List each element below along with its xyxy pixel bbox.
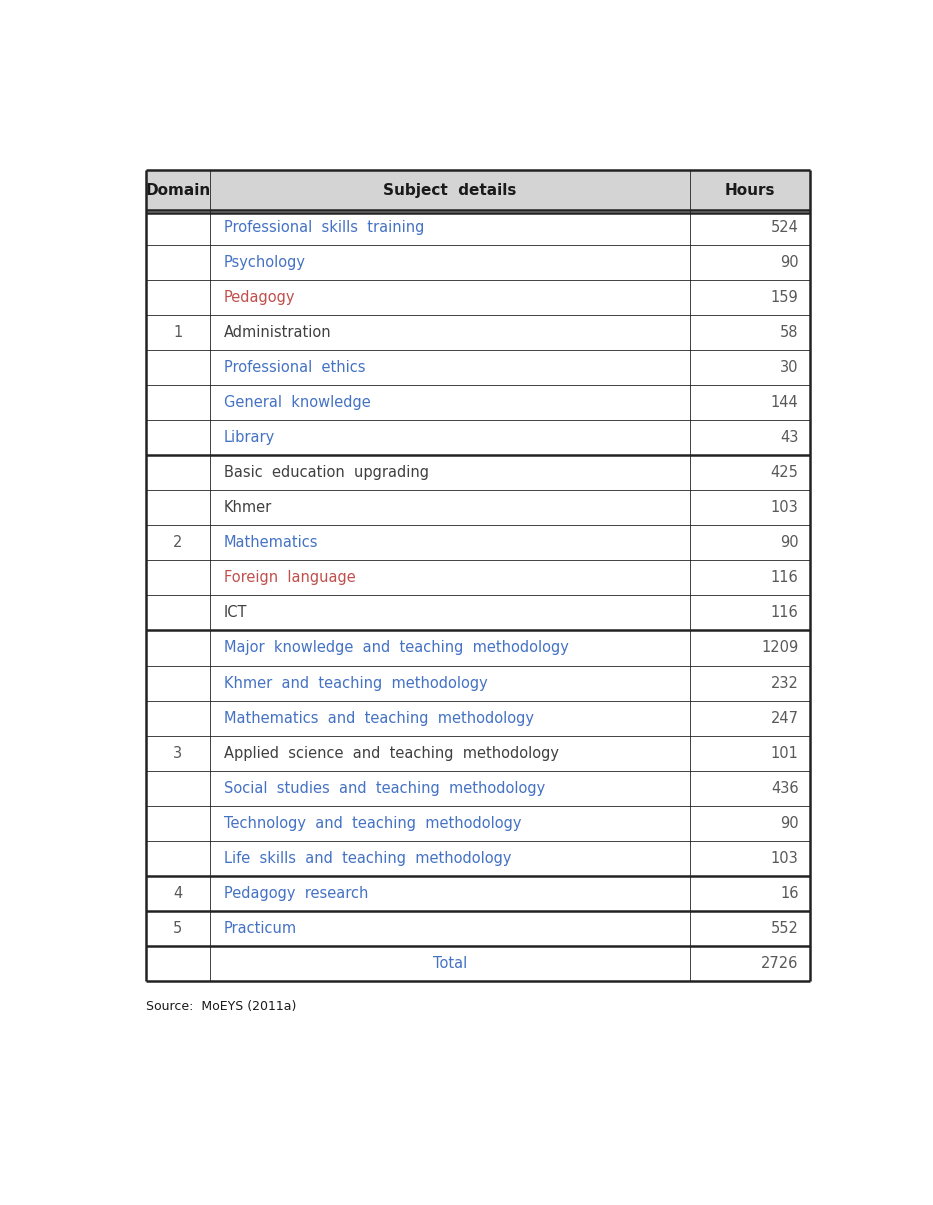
- Text: 144: 144: [771, 395, 799, 410]
- Text: 1209: 1209: [761, 641, 799, 656]
- Text: Mathematics: Mathematics: [224, 535, 318, 551]
- Text: 159: 159: [771, 290, 799, 305]
- Text: 90: 90: [780, 816, 799, 830]
- Text: Psychology: Psychology: [224, 255, 306, 270]
- Text: Administration: Administration: [224, 325, 331, 340]
- Text: 5: 5: [174, 921, 183, 936]
- Text: 90: 90: [780, 255, 799, 270]
- Text: Total: Total: [433, 956, 467, 971]
- Text: 436: 436: [771, 781, 799, 795]
- Text: Khmer: Khmer: [224, 500, 272, 516]
- Text: 2726: 2726: [761, 956, 799, 971]
- Text: 425: 425: [771, 465, 799, 481]
- Text: 16: 16: [780, 886, 799, 900]
- Text: Major  knowledge  and  teaching  methodology: Major knowledge and teaching methodology: [224, 641, 568, 656]
- Text: Source:  MoEYS (2011a): Source: MoEYS (2011a): [146, 1000, 297, 1013]
- Text: ICT: ICT: [224, 605, 247, 621]
- Text: Social  studies  and  teaching  methodology: Social studies and teaching methodology: [224, 781, 545, 795]
- Text: 2: 2: [174, 535, 183, 551]
- Text: 43: 43: [780, 430, 799, 446]
- Text: Life  skills  and  teaching  methodology: Life skills and teaching methodology: [224, 851, 511, 865]
- Text: 103: 103: [771, 500, 799, 516]
- Text: 103: 103: [771, 851, 799, 865]
- Text: General  knowledge: General knowledge: [224, 395, 370, 410]
- Text: Foreign  language: Foreign language: [224, 570, 355, 586]
- Text: 116: 116: [771, 570, 799, 586]
- Text: 4: 4: [174, 886, 183, 900]
- Text: Khmer  and  teaching  methodology: Khmer and teaching methodology: [224, 676, 487, 690]
- Text: 232: 232: [771, 676, 799, 690]
- Text: Practicum: Practicum: [224, 921, 297, 936]
- Text: Technology  and  teaching  methodology: Technology and teaching methodology: [224, 816, 521, 830]
- Text: Domain: Domain: [146, 182, 211, 198]
- Text: Hours: Hours: [725, 182, 775, 198]
- Bar: [146, 170, 810, 210]
- Text: 30: 30: [780, 360, 799, 375]
- Text: Pedagogy  research: Pedagogy research: [224, 886, 368, 900]
- Text: Professional  ethics: Professional ethics: [224, 360, 365, 375]
- Text: 101: 101: [771, 746, 799, 760]
- Text: 58: 58: [780, 325, 799, 340]
- Text: Subject  details: Subject details: [383, 182, 517, 198]
- Text: Applied  science  and  teaching  methodology: Applied science and teaching methodology: [224, 746, 559, 760]
- Bar: [146, 210, 810, 981]
- Text: Basic  education  upgrading: Basic education upgrading: [224, 465, 428, 481]
- Text: 116: 116: [771, 605, 799, 621]
- Text: 3: 3: [174, 746, 183, 760]
- Text: Mathematics  and  teaching  methodology: Mathematics and teaching methodology: [224, 711, 534, 725]
- Text: Professional  skills  training: Professional skills training: [224, 221, 424, 235]
- Text: 247: 247: [771, 711, 799, 725]
- Text: 1: 1: [174, 325, 183, 340]
- Text: 524: 524: [771, 221, 799, 235]
- Text: 90: 90: [780, 535, 799, 551]
- Text: 552: 552: [771, 921, 799, 936]
- Text: Library: Library: [224, 430, 275, 446]
- Text: Pedagogy: Pedagogy: [224, 290, 295, 305]
